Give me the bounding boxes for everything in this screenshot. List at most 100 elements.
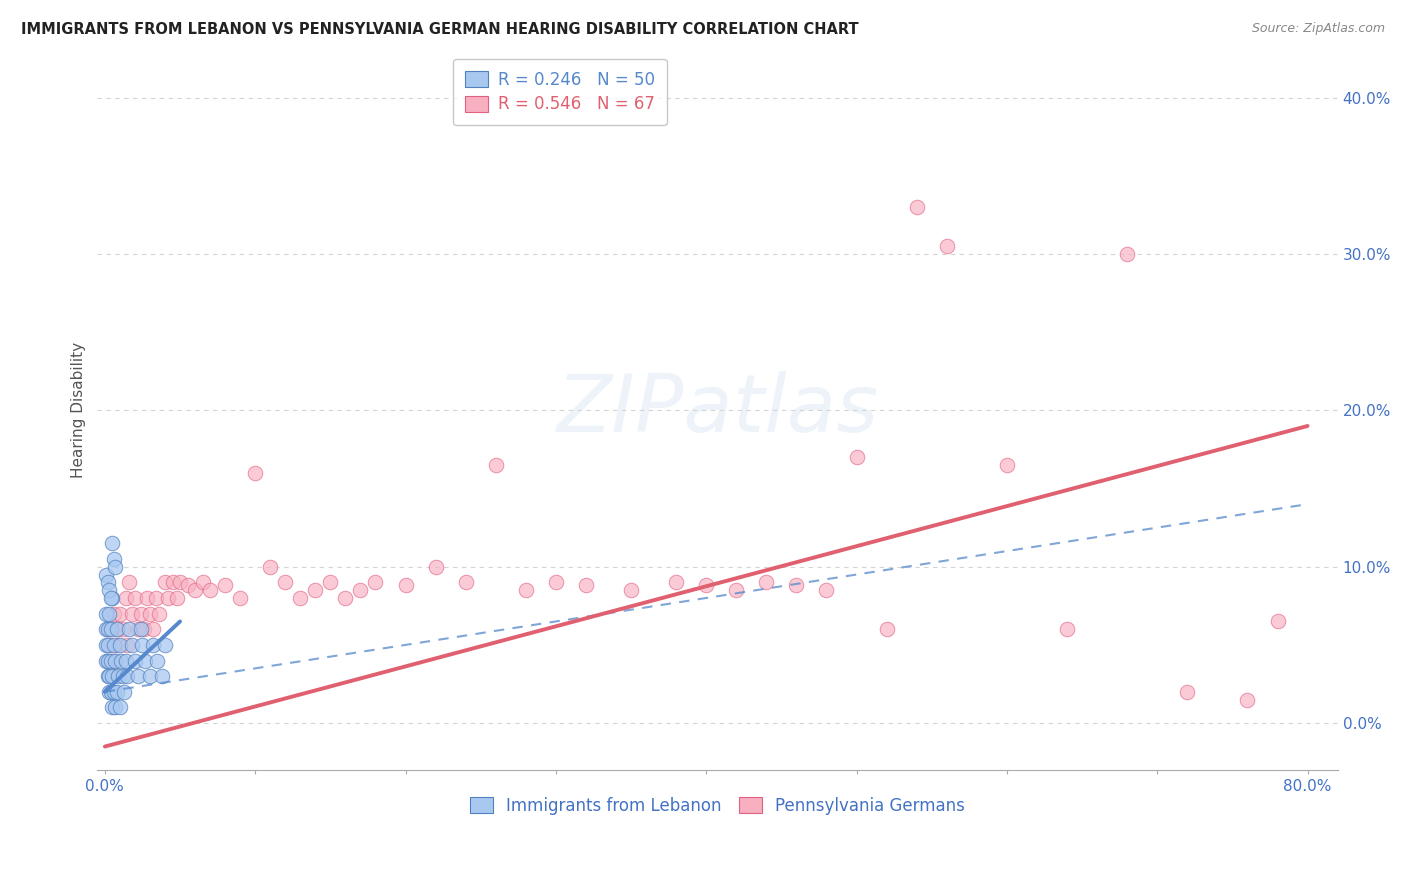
Point	[100, 685, 122, 699]
Point	[115, 591, 138, 605]
Point	[118, 575, 141, 590]
Point	[364, 575, 387, 590]
Point	[136, 591, 159, 605]
Point	[274, 575, 297, 590]
Point	[103, 638, 125, 652]
Point	[108, 638, 131, 652]
Point	[111, 622, 134, 636]
Point	[1267, 615, 1289, 629]
Point	[117, 638, 139, 652]
Point	[107, 638, 129, 652]
Point	[169, 575, 191, 590]
Point	[100, 638, 122, 652]
Point	[117, 669, 139, 683]
Point	[124, 654, 146, 668]
Legend: Immigrants from Lebanon, Pennsylvania Germans: Immigrants from Lebanon, Pennsylvania Ge…	[458, 785, 977, 826]
Point	[101, 669, 124, 683]
Point	[101, 700, 124, 714]
Text: Source: ZipAtlas.com: Source: ZipAtlas.com	[1251, 22, 1385, 36]
Point	[134, 654, 156, 668]
Point	[97, 575, 120, 590]
Point	[98, 669, 121, 683]
Point	[139, 669, 162, 683]
Point	[153, 638, 176, 652]
Point	[97, 654, 120, 668]
Point	[121, 638, 143, 652]
Point	[755, 575, 778, 590]
Point	[96, 638, 118, 652]
Point	[118, 622, 141, 636]
Point	[725, 583, 748, 598]
Point	[153, 575, 176, 590]
Point	[142, 622, 165, 636]
Point	[785, 578, 807, 592]
Point	[129, 607, 152, 621]
Point	[127, 669, 149, 683]
Point	[98, 685, 121, 699]
Point	[485, 458, 508, 472]
Point	[515, 583, 537, 598]
Point	[98, 607, 121, 621]
Point	[905, 200, 928, 214]
Point	[198, 583, 221, 598]
Point	[229, 591, 252, 605]
Point	[104, 654, 127, 668]
Point	[876, 622, 898, 636]
Point	[108, 700, 131, 714]
Point	[100, 654, 122, 668]
Point	[98, 622, 121, 636]
Point	[96, 654, 118, 668]
Point	[290, 591, 312, 605]
Point	[98, 583, 121, 598]
Point	[108, 607, 131, 621]
Point	[214, 578, 236, 592]
Point	[115, 654, 138, 668]
Point	[620, 583, 643, 598]
Point	[139, 607, 162, 621]
Point	[304, 583, 326, 598]
Point	[1175, 685, 1198, 699]
Point	[107, 669, 129, 683]
Point	[319, 575, 342, 590]
Point	[145, 591, 167, 605]
Point	[97, 669, 120, 683]
Point	[105, 685, 128, 699]
Point	[105, 622, 128, 636]
Point	[349, 583, 371, 598]
Point	[103, 685, 125, 699]
Point	[121, 607, 143, 621]
Point	[104, 654, 127, 668]
Point	[544, 575, 567, 590]
Point	[100, 622, 122, 636]
Point	[96, 607, 118, 621]
Point	[191, 575, 214, 590]
Point	[815, 583, 838, 598]
Point	[127, 622, 149, 636]
Point	[110, 654, 132, 668]
Point	[132, 622, 155, 636]
Point	[394, 578, 416, 592]
Point	[665, 575, 688, 590]
Text: ZIPatlas: ZIPatlas	[557, 371, 879, 450]
Point	[104, 559, 127, 574]
Point	[100, 591, 122, 605]
Point	[695, 578, 717, 592]
Point	[131, 638, 153, 652]
Point	[935, 239, 957, 253]
Point	[104, 700, 127, 714]
Point	[259, 559, 281, 574]
Point	[97, 654, 120, 668]
Point	[97, 622, 120, 636]
Point	[96, 622, 118, 636]
Point	[101, 536, 124, 550]
Point	[995, 458, 1018, 472]
Point	[129, 622, 152, 636]
Point	[146, 654, 169, 668]
Point	[335, 591, 357, 605]
Point	[454, 575, 477, 590]
Point	[103, 552, 125, 566]
Point	[124, 591, 146, 605]
Point	[97, 638, 120, 652]
Text: IMMIGRANTS FROM LEBANON VS PENNSYLVANIA GERMAN HEARING DISABILITY CORRELATION CH: IMMIGRANTS FROM LEBANON VS PENNSYLVANIA …	[21, 22, 859, 37]
Point	[112, 685, 135, 699]
